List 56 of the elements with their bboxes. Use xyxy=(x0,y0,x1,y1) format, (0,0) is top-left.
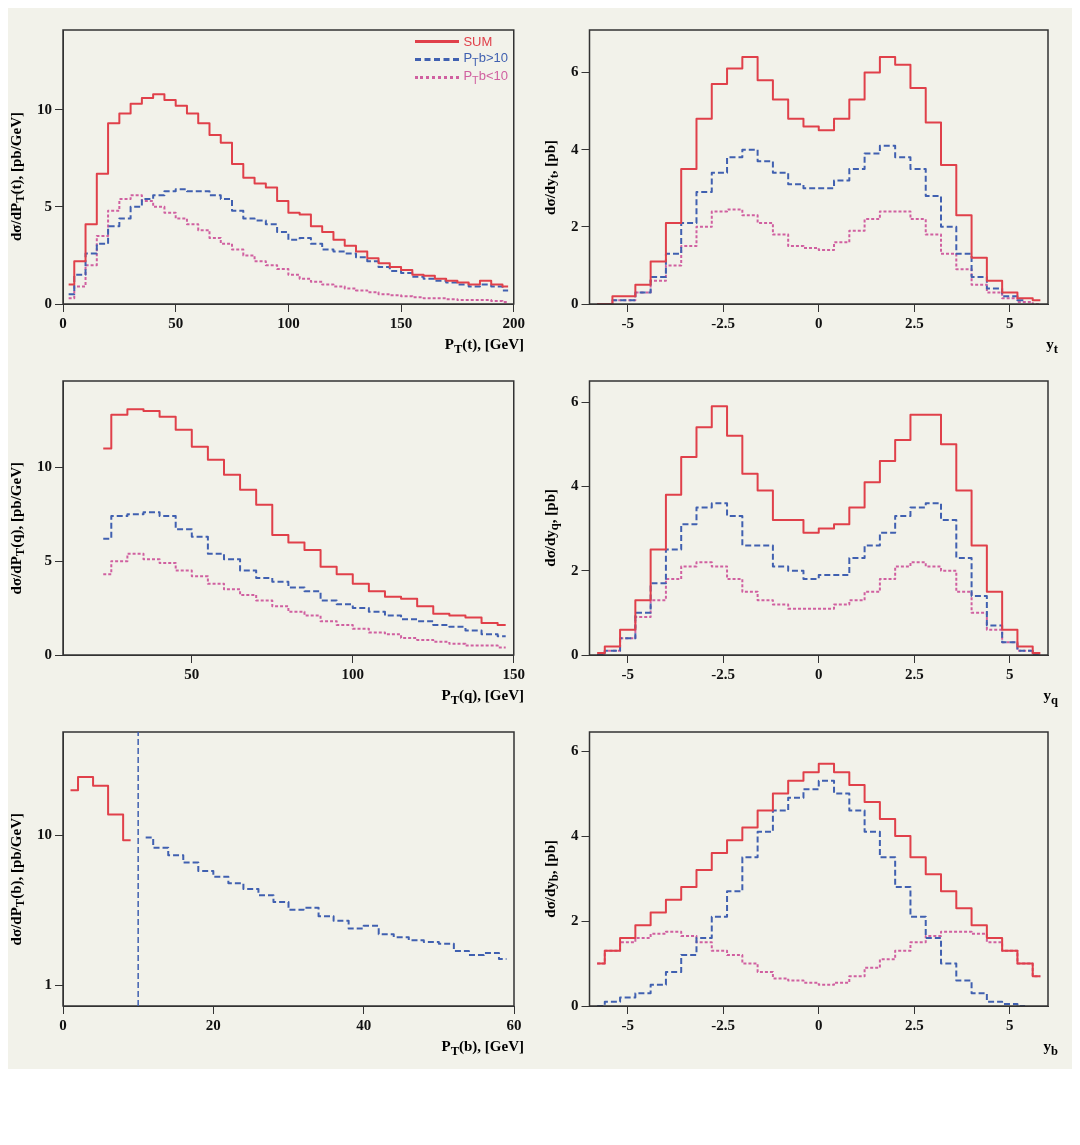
y-tick-label: 0 xyxy=(571,996,579,1013)
x-tick-label: 2.5 xyxy=(904,314,924,331)
x-tick-label: 2.5 xyxy=(904,1016,924,1033)
x-tick-label: 200 xyxy=(502,314,525,331)
x-axis-title: P$_{T}$(t), [GeV] xyxy=(443,336,525,357)
y-tick-label: 10 xyxy=(37,826,52,843)
y-tick-label: 2 xyxy=(571,561,579,578)
y-tick-label: 10 xyxy=(37,100,52,117)
y-tick-label: 4 xyxy=(571,477,579,494)
legend-label: P$_{T}$b<10 xyxy=(463,68,508,86)
y-tick-label: 10 xyxy=(37,458,52,475)
x-axis-title: y$_{t}$ xyxy=(1045,336,1059,357)
x-tick-label: 0 xyxy=(59,314,67,331)
x-tick-label: 5 xyxy=(1006,1016,1014,1033)
x-tick-label: -2.5 xyxy=(711,1016,736,1033)
x-tick-label: 2.5 xyxy=(904,665,924,682)
x-tick-label: 60 xyxy=(506,1016,522,1033)
x-axis-title: P$_{T}$(q), [GeV] xyxy=(440,687,525,708)
y-tick-label: 6 xyxy=(571,392,579,409)
x-tick-label: 50 xyxy=(168,314,184,331)
legend-label: SUM xyxy=(463,33,493,49)
y-tick-label: 2 xyxy=(571,217,579,234)
x-tick-label: 0 xyxy=(815,1016,823,1033)
y-tick-label: 1 xyxy=(44,976,52,993)
y-tick-label: 0 xyxy=(571,294,579,311)
x-axis-title: P$_{T}$(b), [GeV] xyxy=(440,1038,525,1059)
x-tick-label: 40 xyxy=(356,1016,372,1033)
x-tick-label: 5 xyxy=(1006,314,1014,331)
x-axis-title: y$_{b}$ xyxy=(1042,1038,1059,1059)
x-tick-label: 150 xyxy=(502,665,525,682)
y-tick-label: 0 xyxy=(44,294,52,311)
x-tick-label: 100 xyxy=(277,314,300,331)
x-tick-label: -5 xyxy=(621,665,634,682)
y-tick-label: 6 xyxy=(571,741,579,758)
x-tick-label: 0 xyxy=(815,665,823,682)
x-tick-label: 100 xyxy=(341,665,365,682)
x-tick-label: 5 xyxy=(1006,665,1014,682)
y-tick-label: 4 xyxy=(571,826,579,843)
y-tick-label: 4 xyxy=(571,140,579,157)
x-tick-label: 50 xyxy=(184,665,200,682)
x-tick-label: 150 xyxy=(389,314,413,331)
x-tick-label: 20 xyxy=(205,1016,221,1033)
y-tick-label: 6 xyxy=(571,63,579,80)
x-tick-label: -5 xyxy=(621,314,634,331)
y-tick-label: 0 xyxy=(44,645,52,662)
y-tick-label: 5 xyxy=(44,197,52,214)
legend-label: P$_{T}$b>10 xyxy=(463,50,508,68)
x-tick-label: 0 xyxy=(815,314,823,331)
x-tick-label: 0 xyxy=(59,1016,67,1033)
y-tick-label: 2 xyxy=(571,911,579,928)
x-tick-label: -5 xyxy=(621,1016,634,1033)
x-tick-label: -2.5 xyxy=(711,665,736,682)
y-tick-label: 5 xyxy=(44,552,52,569)
y-tick-label: 0 xyxy=(571,645,579,662)
x-axis-title: y$_{q}$ xyxy=(1042,687,1059,708)
x-tick-label: -2.5 xyxy=(711,314,736,331)
